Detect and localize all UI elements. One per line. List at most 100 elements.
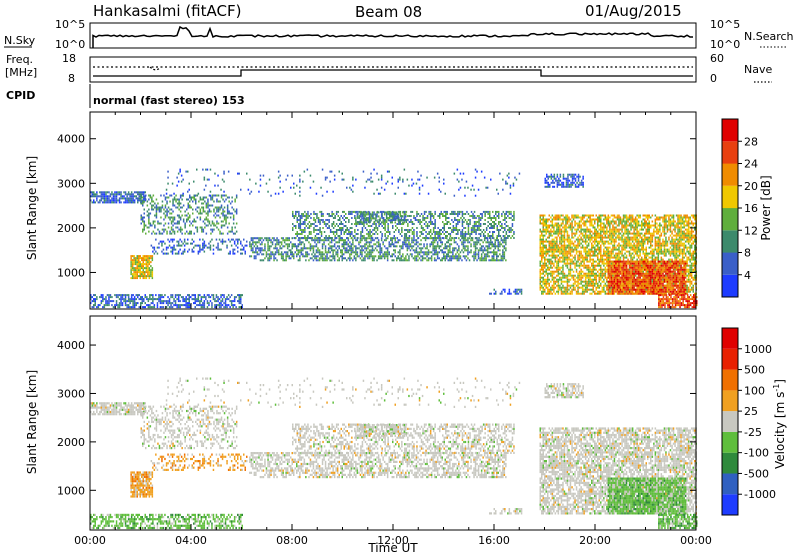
power-cell bbox=[312, 255, 315, 258]
power-cell bbox=[365, 255, 368, 258]
power-cell bbox=[492, 225, 494, 227]
power-cell bbox=[216, 220, 218, 223]
power-cell bbox=[346, 233, 348, 235]
power-cell bbox=[265, 239, 268, 242]
power-cell bbox=[142, 230, 144, 233]
power-cell bbox=[591, 280, 593, 283]
power-cell bbox=[364, 215, 367, 217]
power-cell bbox=[414, 255, 416, 258]
power-cell bbox=[148, 263, 151, 266]
power-cell bbox=[362, 259, 365, 262]
power-cell bbox=[166, 214, 168, 217]
power-cell bbox=[136, 259, 138, 262]
power-cell bbox=[469, 215, 471, 217]
power-cell bbox=[551, 272, 554, 275]
power-cell bbox=[541, 292, 543, 295]
power-cell bbox=[131, 255, 134, 258]
power-cell bbox=[554, 224, 557, 227]
power-cell bbox=[589, 272, 591, 275]
power-cell bbox=[362, 211, 365, 214]
power-cell bbox=[460, 231, 462, 233]
power-cell bbox=[575, 260, 578, 263]
power-cell bbox=[161, 232, 164, 235]
power-cell bbox=[482, 233, 485, 235]
power-cell bbox=[345, 225, 347, 227]
power-cell bbox=[476, 215, 479, 217]
power-cell bbox=[544, 260, 546, 263]
power-cell bbox=[148, 218, 150, 221]
power-cell bbox=[341, 237, 343, 240]
power-cell bbox=[544, 222, 546, 225]
power-cell bbox=[308, 253, 310, 256]
power-cell bbox=[478, 229, 480, 231]
power-cell bbox=[547, 230, 549, 233]
power-cell bbox=[606, 218, 608, 221]
power-cell bbox=[610, 222, 613, 225]
power-cell bbox=[409, 253, 412, 256]
power-cell bbox=[587, 254, 590, 257]
power-cell bbox=[544, 278, 546, 281]
power-cell bbox=[286, 255, 289, 258]
power-cell bbox=[180, 240, 183, 243]
power-cell bbox=[387, 229, 389, 231]
power-cell bbox=[220, 300, 222, 303]
power-cell bbox=[609, 236, 611, 239]
power-cell bbox=[580, 278, 582, 281]
power-cell bbox=[477, 241, 480, 244]
power-cell bbox=[176, 230, 179, 233]
power-cell bbox=[598, 248, 600, 251]
power-cell bbox=[548, 244, 550, 247]
power-cell bbox=[575, 268, 578, 271]
power-cell bbox=[299, 257, 301, 260]
power-cell bbox=[591, 292, 593, 295]
power-cell bbox=[562, 234, 564, 237]
power-cell bbox=[187, 218, 189, 221]
power-cell bbox=[115, 296, 118, 299]
power-cell bbox=[376, 233, 379, 235]
power-cell bbox=[163, 218, 165, 221]
power-cell bbox=[473, 221, 476, 223]
power-cell bbox=[179, 304, 181, 307]
power-cell bbox=[560, 218, 563, 221]
power-cell bbox=[408, 231, 411, 233]
power-cell bbox=[420, 247, 422, 250]
power-cell bbox=[262, 253, 265, 256]
power-cell bbox=[556, 214, 558, 217]
power-cell bbox=[276, 237, 278, 240]
power-cell bbox=[501, 223, 503, 225]
power-cell bbox=[412, 239, 415, 242]
power-cell bbox=[346, 249, 348, 252]
power-cell bbox=[142, 200, 144, 203]
power-cell bbox=[495, 210, 497, 213]
power-cell bbox=[300, 247, 303, 250]
power-cell bbox=[282, 255, 284, 258]
power-cell bbox=[203, 300, 206, 303]
power-cell bbox=[429, 245, 431, 248]
power-cell bbox=[226, 206, 229, 209]
power-cell bbox=[133, 304, 136, 307]
power-cell bbox=[326, 239, 328, 242]
power-cell bbox=[609, 288, 611, 291]
power-cell bbox=[102, 300, 104, 303]
power-cell bbox=[217, 246, 219, 249]
power-cell bbox=[393, 213, 395, 216]
power-cell bbox=[220, 220, 223, 223]
power-cell bbox=[129, 306, 131, 309]
power-cell bbox=[261, 237, 263, 240]
power-cell bbox=[551, 244, 554, 247]
power-cell bbox=[541, 242, 543, 245]
power-cell bbox=[488, 243, 490, 246]
power-cell bbox=[459, 257, 462, 260]
power-cell bbox=[499, 249, 501, 252]
power-cell bbox=[554, 250, 557, 253]
power-cell bbox=[478, 227, 480, 229]
power-cell bbox=[548, 242, 550, 245]
power-cell bbox=[204, 200, 206, 203]
power-cell bbox=[355, 225, 358, 227]
power-cell bbox=[316, 229, 318, 231]
power-cell bbox=[610, 232, 613, 235]
power-cell bbox=[192, 196, 194, 199]
power-cell bbox=[307, 227, 309, 229]
power-cell bbox=[133, 271, 135, 274]
power-cell bbox=[411, 233, 414, 235]
